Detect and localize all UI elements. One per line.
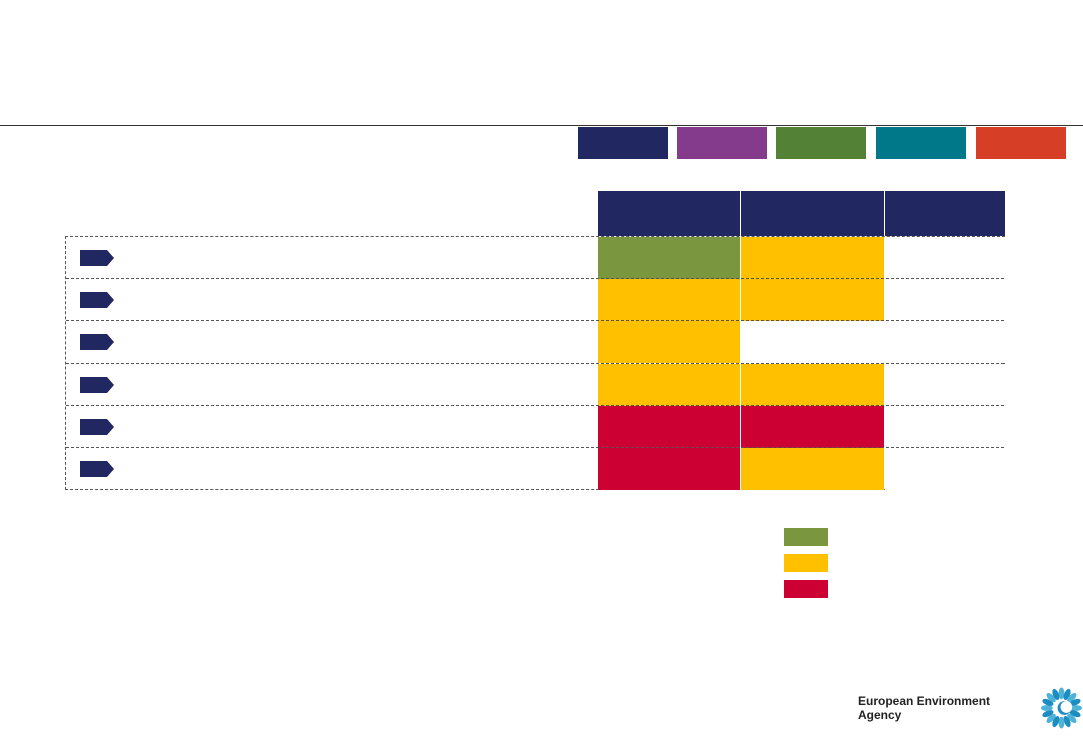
row-separator	[66, 320, 1004, 321]
arrow-tag-icon	[80, 419, 114, 435]
arrow-tag-icon	[80, 250, 114, 266]
legend-swatch	[784, 554, 828, 572]
column-header-1	[598, 191, 740, 236]
status-cell-1	[598, 279, 740, 321]
status-cell-3	[885, 406, 1005, 448]
arrow-tag-icon	[80, 461, 114, 477]
theme-bar-1	[578, 127, 668, 159]
status-cell-1	[598, 237, 740, 279]
eea-emblem-icon	[1041, 687, 1083, 729]
row-separator	[66, 363, 1004, 364]
table-border	[65, 236, 1005, 490]
theme-bar-4	[876, 127, 966, 159]
legend-swatch	[784, 528, 828, 546]
arrow-tag-icon	[80, 377, 114, 393]
arrow-tag-icon	[80, 334, 114, 350]
column-header-3	[885, 191, 1005, 236]
theme-bar-3	[776, 127, 866, 159]
agency-name: European Environment Agency	[858, 694, 991, 722]
status-cell-1	[598, 406, 740, 448]
theme-bar-2	[677, 127, 767, 159]
status-cell-1	[598, 448, 740, 490]
arrow-tag-icon	[80, 292, 114, 308]
row-separator	[66, 405, 1004, 406]
theme-bar-5	[976, 127, 1066, 159]
status-cell-3	[885, 279, 1005, 321]
status-cell-3	[885, 237, 1005, 279]
status-cell-1	[598, 364, 740, 406]
status-cell-2	[741, 279, 884, 321]
eea-logo: European Environment Agency	[858, 686, 1083, 730]
status-cell-2	[741, 321, 884, 363]
title-rule	[0, 125, 1083, 126]
status-cell-3	[885, 448, 1005, 490]
status-cell-2	[741, 406, 884, 448]
status-cell-2	[741, 237, 884, 279]
status-cell-3	[885, 364, 1005, 406]
status-cell-2	[741, 364, 884, 406]
status-cell-1	[598, 321, 740, 363]
status-cell-3	[885, 321, 1005, 363]
column-header-2	[741, 191, 884, 236]
row-separator	[66, 278, 1004, 279]
legend-swatch	[784, 580, 828, 598]
status-cell-2	[741, 448, 884, 490]
row-separator	[66, 447, 1004, 448]
